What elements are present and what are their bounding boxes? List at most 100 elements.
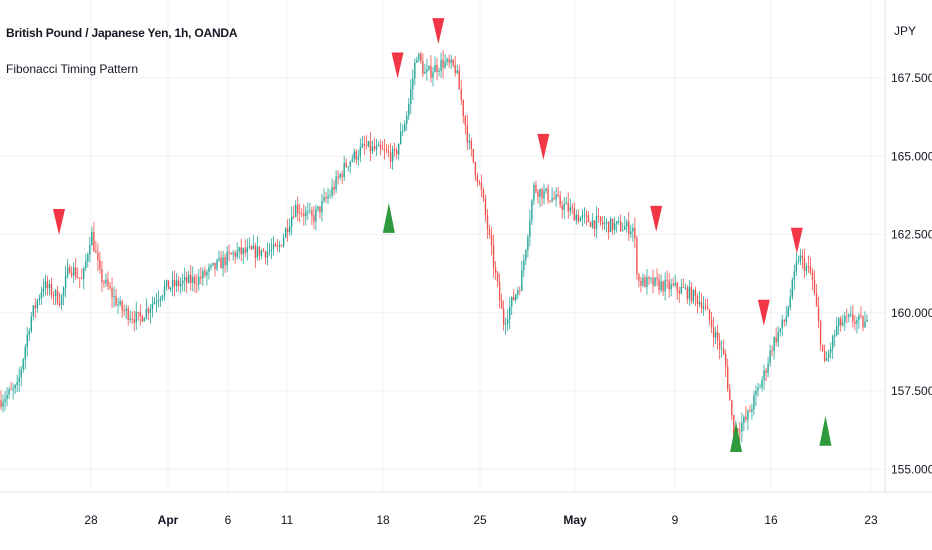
candle <box>123 304 125 317</box>
candle-body <box>541 188 543 199</box>
candle <box>385 143 388 154</box>
candle-body <box>266 251 269 258</box>
candle <box>494 261 497 280</box>
candle <box>329 189 331 199</box>
candle <box>664 272 666 301</box>
candle-body <box>527 236 529 251</box>
candle-body <box>714 332 717 338</box>
candle-body <box>587 215 590 223</box>
candle <box>282 233 285 249</box>
candle-body <box>626 221 628 227</box>
candle-body <box>252 245 255 250</box>
candle <box>827 349 830 362</box>
candle <box>523 254 525 277</box>
candle-body <box>547 188 549 201</box>
candle <box>644 274 646 288</box>
candle <box>54 289 57 306</box>
time-axis[interactable]: 28 Apr 6 11 18 25 May 9 16 23 <box>84 513 878 527</box>
candle-body <box>414 62 416 79</box>
candle <box>117 298 119 314</box>
candle-body <box>658 279 660 290</box>
candle-body <box>68 267 71 273</box>
candle <box>563 196 565 219</box>
candle-body <box>500 300 503 309</box>
candle <box>113 286 115 308</box>
indicator-label[interactable]: Fibonacci Timing Pattern <box>6 62 139 76</box>
candle <box>402 124 404 137</box>
candle-body <box>797 260 800 263</box>
candle-body <box>864 321 866 328</box>
candle-body <box>258 246 261 256</box>
candle <box>137 311 139 321</box>
candle <box>234 250 236 264</box>
candle-body <box>109 286 111 289</box>
candle-body <box>206 271 208 276</box>
candle <box>167 280 170 290</box>
candle-body <box>58 303 61 306</box>
candle-body <box>630 231 632 235</box>
candle <box>745 405 747 423</box>
candle <box>230 252 232 255</box>
candle-body <box>525 250 527 261</box>
price-tick-label: 155.000 <box>891 462 932 476</box>
candle-body <box>391 148 394 162</box>
candle-body <box>579 217 582 222</box>
candle <box>577 209 580 224</box>
candle <box>74 257 77 280</box>
price-axis[interactable]: 155.000 157.500 160.000 162.500 165.000 167.5… <box>0 0 932 493</box>
candle <box>99 251 101 274</box>
candle <box>624 216 626 231</box>
candle-body <box>70 272 73 276</box>
candle <box>785 305 787 327</box>
candle-body <box>724 354 727 367</box>
candle <box>698 291 701 308</box>
candle <box>64 265 67 298</box>
candle <box>739 421 741 442</box>
candle <box>232 250 234 261</box>
candle-body <box>430 65 432 78</box>
candle <box>424 63 426 75</box>
candle-body <box>543 190 545 199</box>
candle-body <box>833 335 836 337</box>
candle-body <box>66 267 69 276</box>
candle-body <box>545 188 547 191</box>
candle-body <box>858 315 860 320</box>
candle-body <box>280 244 283 246</box>
symbol-title[interactable]: British Pound / Japanese Yen, 1h, OANDA <box>6 26 238 40</box>
candle-body <box>743 416 745 424</box>
candle-body <box>399 131 402 144</box>
candle <box>777 326 779 348</box>
candle <box>611 218 614 235</box>
candle-body <box>825 358 828 361</box>
candle-body <box>706 306 709 310</box>
candle-body <box>836 326 838 336</box>
candle <box>678 286 680 303</box>
candle-body <box>511 296 513 307</box>
candle <box>513 289 515 301</box>
candle-body <box>624 226 626 230</box>
candle <box>105 273 107 288</box>
candle <box>825 351 828 362</box>
candle <box>646 268 648 295</box>
candle <box>535 180 537 194</box>
candle <box>52 291 55 305</box>
candle-body <box>795 262 798 272</box>
candle-body <box>323 197 325 201</box>
candle <box>410 79 412 115</box>
candle <box>139 304 141 326</box>
candle <box>496 270 499 288</box>
candle-body <box>480 182 483 190</box>
candle <box>18 367 20 393</box>
candle-body <box>613 223 616 230</box>
candle-body <box>553 197 555 200</box>
candle <box>464 114 466 135</box>
candle <box>206 269 208 286</box>
candle <box>194 274 196 293</box>
candle <box>161 294 164 302</box>
candle-body <box>559 195 561 206</box>
time-tick-label: May <box>563 513 587 527</box>
candle-body <box>848 314 850 317</box>
candle-body <box>424 72 426 74</box>
candle <box>389 143 392 169</box>
